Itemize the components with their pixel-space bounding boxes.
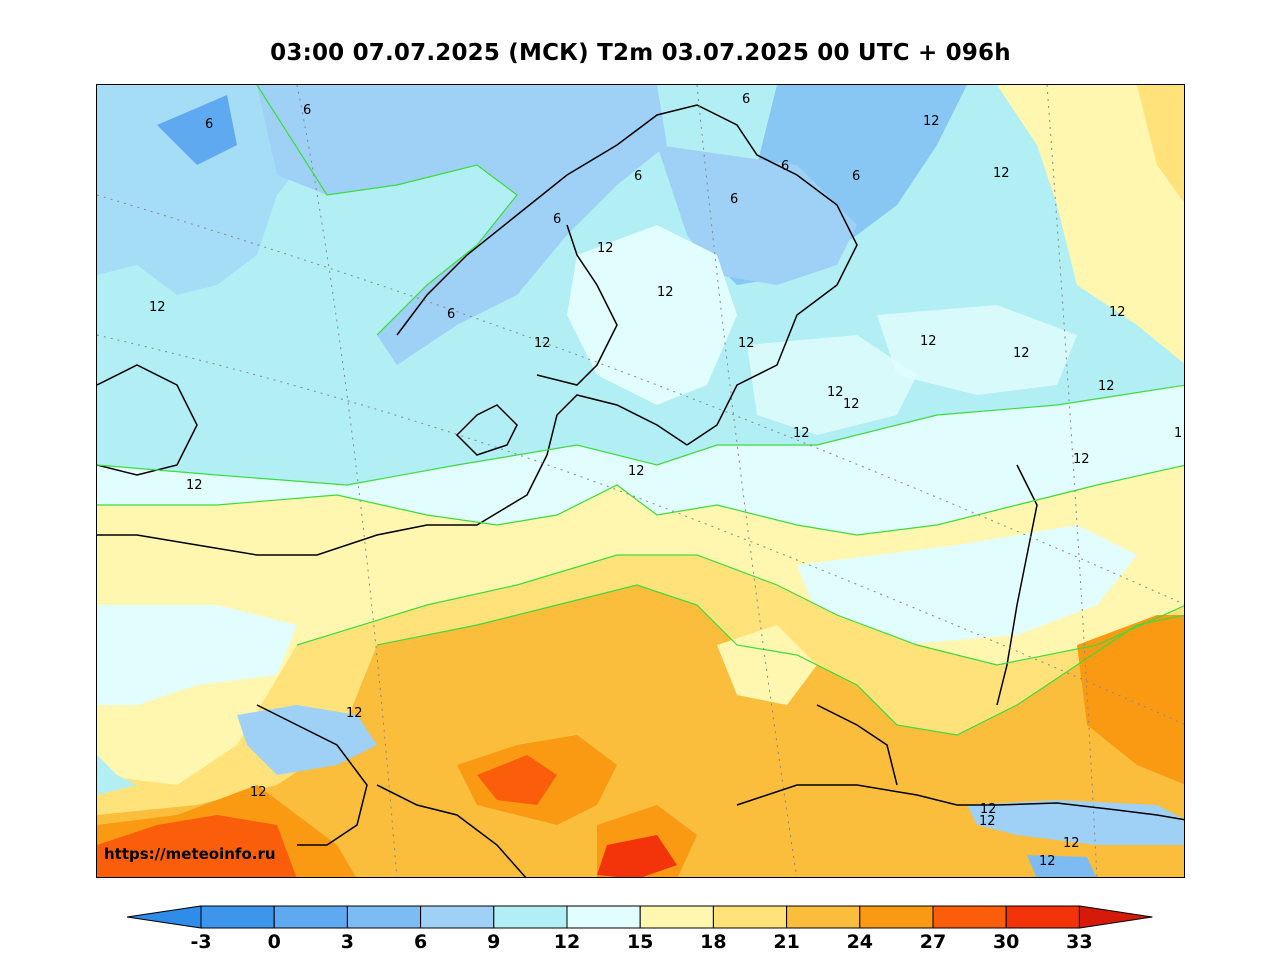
contour-label: 12 xyxy=(657,285,674,300)
contour-label: 12 xyxy=(346,706,363,721)
colorbar-segment xyxy=(786,905,861,929)
contour-label: 12 xyxy=(628,464,645,479)
colorbar-segment xyxy=(1005,905,1080,929)
colorbar-tick-label: 15 xyxy=(626,931,654,953)
contour-label: 6 xyxy=(781,159,789,174)
contour-label: 6 xyxy=(634,169,642,184)
contour-label: 12 xyxy=(1098,379,1115,394)
colorbar-tick-label: 6 xyxy=(413,931,428,953)
colorbar-tick-label: -3 xyxy=(190,931,212,953)
contour-label: 6 xyxy=(303,103,311,118)
contour-label: 12 xyxy=(1073,452,1090,467)
contour-label: 12 xyxy=(149,300,166,315)
contour-label: 12 xyxy=(1063,836,1080,851)
contour-label: 6 xyxy=(852,169,860,184)
colorbar-segment xyxy=(273,905,348,929)
contour-label: 12 xyxy=(250,785,267,800)
colorbar-tick-label: 24 xyxy=(846,931,874,953)
colorbar-segment xyxy=(1078,905,1153,929)
colorbar-tick-label: 18 xyxy=(700,931,727,953)
contour-label: 12 xyxy=(979,814,996,829)
contour-label: 12 xyxy=(993,166,1010,181)
colorbar-segment xyxy=(200,905,275,929)
colorbar-segment xyxy=(859,905,934,929)
colorbar-segment xyxy=(932,905,1007,929)
colorbar-tick-label: 33 xyxy=(1066,931,1093,953)
contour-label: 12 xyxy=(186,478,203,493)
contour-label: 12 xyxy=(1039,854,1056,869)
map-canvas: 6 6 6 6 6 6 6 6 6 12 12 12 12 12 12 12 1… xyxy=(97,85,1184,877)
contour-label: 12 xyxy=(534,336,551,351)
contour-label: 12 xyxy=(843,397,860,412)
colorbar-segment xyxy=(420,905,495,929)
contour-label: 6 xyxy=(742,92,750,107)
contour-label: 12 xyxy=(827,385,844,400)
contour-label: 6 xyxy=(730,192,738,207)
contour-label: 12 xyxy=(1013,346,1030,361)
temperature-map: 6 6 6 6 6 6 6 6 6 12 12 12 12 12 12 12 1… xyxy=(96,84,1185,878)
contour-label: 6 xyxy=(553,212,561,227)
colorbar-tick-label: 21 xyxy=(773,931,800,953)
contour-label: 12 xyxy=(597,241,614,256)
watermark-url: https://meteoinfo.ru xyxy=(104,845,276,863)
contour-label: 12 xyxy=(738,336,755,351)
contour-label: 6 xyxy=(447,307,455,322)
contour-label: 12 xyxy=(980,802,997,817)
colorbar-segment xyxy=(346,905,422,929)
colorbar-segment xyxy=(126,905,202,929)
contour-label: 12 xyxy=(1109,305,1126,320)
colorbar-tick-label: 9 xyxy=(487,931,501,953)
colorbar-tick-label: 0 xyxy=(267,931,281,953)
colorbar-tick-label: 27 xyxy=(919,931,947,953)
colorbar-segment xyxy=(566,905,641,929)
colorbar-tick-label: 3 xyxy=(340,931,355,953)
contour-label: 6 xyxy=(205,117,213,132)
colorbar xyxy=(126,905,1153,929)
map-title: 03:00 07.07.2025 (МСК) T2m 03.07.2025 00… xyxy=(270,40,1011,66)
colorbar-segment xyxy=(712,905,788,929)
colorbar-segment xyxy=(493,905,568,929)
contour-label: 12 xyxy=(920,334,937,349)
contour-labels: 6 6 6 6 6 6 6 6 6 12 12 12 12 12 12 12 1… xyxy=(149,92,1182,869)
colorbar-tick-label: 30 xyxy=(992,931,1020,953)
contour-label: 12 xyxy=(793,426,810,441)
contour-label: 1 xyxy=(1174,426,1182,441)
colorbar-tick-label: 12 xyxy=(553,931,581,953)
contour-label: 12 xyxy=(923,114,940,129)
colorbar-segment xyxy=(639,905,714,929)
